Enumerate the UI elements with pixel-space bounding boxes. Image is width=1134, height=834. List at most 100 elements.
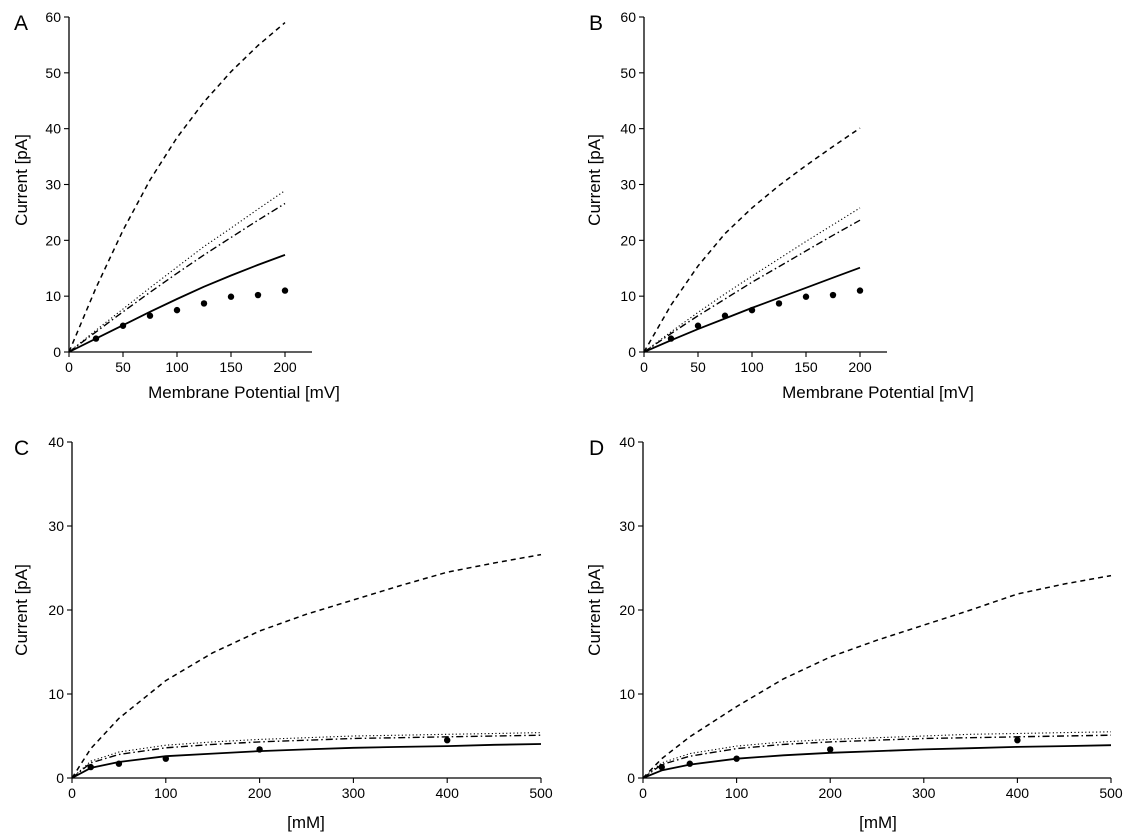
panel-b-data-point (775, 300, 783, 307)
panel-c-dashdot-line (71, 734, 542, 779)
panel-c-solid-line (71, 743, 542, 779)
panel-d-x-tick-label: 400 (1006, 785, 1030, 801)
panel-d-plot-area: 0 100 200 300 400 500 0 10 20 30 40 (619, 434, 1122, 801)
panel-a-y-axis-label: Current [pA] (12, 134, 31, 226)
panel-d-data-point (827, 746, 834, 753)
panel-a-y-tick-label: 30 (45, 177, 61, 193)
panel-c-x-tick-label: 200 (248, 785, 272, 801)
panel-d-x-tick-label: 100 (725, 785, 749, 801)
panel-b-y-tick-label: 10 (620, 288, 636, 304)
panel-c-y-tick-label: 30 (48, 518, 64, 534)
panel-b-dashed-line (643, 127, 861, 353)
panel-a-x-tick-label: 150 (219, 359, 243, 375)
panel-b-x-tick-label: 200 (848, 359, 872, 375)
panel-b-x-tick-label: 50 (690, 359, 706, 375)
panel-c-data-point (87, 763, 94, 771)
panel-c-letter: C (14, 437, 29, 460)
panel-c-x-tick-label: 500 (529, 785, 553, 801)
panel-b-y-tick-label: 60 (620, 9, 636, 25)
panel-c-y-tick-label: 20 (48, 602, 64, 618)
panel-c-data-point (115, 760, 123, 767)
panel-d-solid-line (642, 744, 1112, 779)
panel-b-x-axis-label: Membrane Potential [mV] (782, 383, 974, 402)
panel-d-data-point (1014, 737, 1021, 744)
panel-a-dashdot-line (68, 202, 286, 353)
panel-c-plot-area: 0 100 200 300 400 500 0 10 20 30 40 (48, 434, 552, 801)
panel-a-dashed-line (68, 22, 286, 353)
panel-b-data-point (748, 306, 756, 314)
panel-d-letter: D (589, 437, 604, 460)
panel-d-dashdot-line (642, 734, 1112, 779)
panel-a-x-tick-label: 100 (165, 359, 189, 375)
panel-d: D [mM] Current [pA] 0 100 200 300 400 500 0 10 2… (585, 434, 1123, 832)
panel-b-y-tick-label: 0 (628, 344, 636, 360)
panel-d-x-tick-label: 300 (912, 785, 936, 801)
panel-d-y-tick-label: 10 (619, 686, 635, 702)
panel-a-data-point (227, 293, 235, 300)
panel-c-y-tick-label: 40 (48, 434, 64, 450)
panel-b-y-tick-label: 20 (620, 232, 636, 248)
panel-d-y-axis-label: Current [pA] (585, 564, 604, 656)
panel-a-y-tick-label: 50 (45, 65, 61, 81)
panel-a-x-tick-label: 50 (115, 359, 131, 375)
panel-a-y-tick-label: 0 (53, 344, 61, 360)
panel-d-dotted-line (642, 731, 1112, 779)
panel-b: B Membrane Potential [mV] Current [pA] 0… (585, 9, 974, 402)
panel-a-y-tick-label: 20 (45, 232, 61, 248)
panel-c-y-tick-label: 0 (56, 770, 64, 786)
panel-a-data-point (173, 306, 181, 314)
panel-b-y-tick-label: 40 (620, 121, 636, 137)
panel-a-data-point (254, 291, 262, 299)
panel-b-y-tick-label: 30 (620, 177, 636, 193)
panel-c-data-point (444, 737, 451, 744)
panel-c-x-tick-label: 0 (68, 785, 76, 801)
panel-c-x-tick-label: 100 (154, 785, 178, 801)
panel-b-data-point (667, 335, 675, 342)
panel-a-x-tick-label: 0 (65, 359, 73, 375)
panel-a-y-tick-label: 10 (45, 288, 61, 304)
panel-b-x-tick-label: 100 (740, 359, 764, 375)
panel-a-data-point (200, 300, 208, 307)
panel-b-data-point (694, 322, 702, 329)
panel-b-x-tick-label: 0 (640, 359, 648, 375)
panel-b-letter: B (589, 12, 603, 35)
panel-a-data-point (281, 287, 289, 294)
panel-c-data-point (162, 755, 169, 762)
panel-b-data-point (802, 293, 810, 300)
panel-a-data-point (92, 335, 100, 342)
panel-b-data-point (829, 291, 837, 299)
panel-b-data-point (856, 287, 864, 294)
panel-a-data-point (146, 312, 154, 319)
panel-d-data-point (658, 763, 665, 771)
panel-d-y-tick-label: 20 (619, 602, 635, 618)
panel-d-x-tick-label: 500 (1099, 785, 1123, 801)
panel-d-y-tick-label: 30 (619, 518, 635, 534)
panel-b-plot-area: 0 50 100 150 200 0 10 20 30 40 50 60 (620, 9, 887, 375)
panel-a-y-tick-label: 60 (45, 9, 61, 25)
panel-a-x-axis-label: Membrane Potential [mV] (148, 383, 340, 402)
panel-c-y-axis-label: Current [pA] (12, 564, 31, 656)
panel-d-y-tick-label: 0 (627, 770, 635, 786)
panel-d-x-axis-label: [mM] (859, 813, 897, 832)
panel-c-x-tick-label: 400 (436, 785, 460, 801)
panel-b-data-point (721, 312, 729, 319)
panel-d-y-tick-label: 40 (619, 434, 635, 450)
panel-a-plot-area: 0 50 100 150 200 0 10 20 30 40 50 60 (45, 9, 312, 375)
panel-a-dotted-line (68, 190, 286, 353)
panel-b-y-tick-label: 50 (620, 65, 636, 81)
panel-a-solid-line (68, 254, 286, 353)
panel-a-y-tick-label: 40 (45, 121, 61, 137)
panel-d-x-tick-label: 200 (819, 785, 843, 801)
panel-c-x-tick-label: 300 (342, 785, 366, 801)
panel-c-dotted-line (71, 732, 542, 779)
panel-c-y-tick-label: 10 (48, 686, 64, 702)
panel-a: A Membrane Potential [mV] Current [pA] 0… (12, 9, 340, 402)
panel-d-data-point (733, 755, 740, 762)
panel-d-data-point (686, 760, 693, 767)
panel-d-x-tick-label: 0 (639, 785, 647, 801)
panel-a-data-point (119, 322, 127, 329)
panel-d-dashed-line (642, 574, 1112, 779)
panel-c-x-axis-label: [mM] (287, 813, 325, 832)
